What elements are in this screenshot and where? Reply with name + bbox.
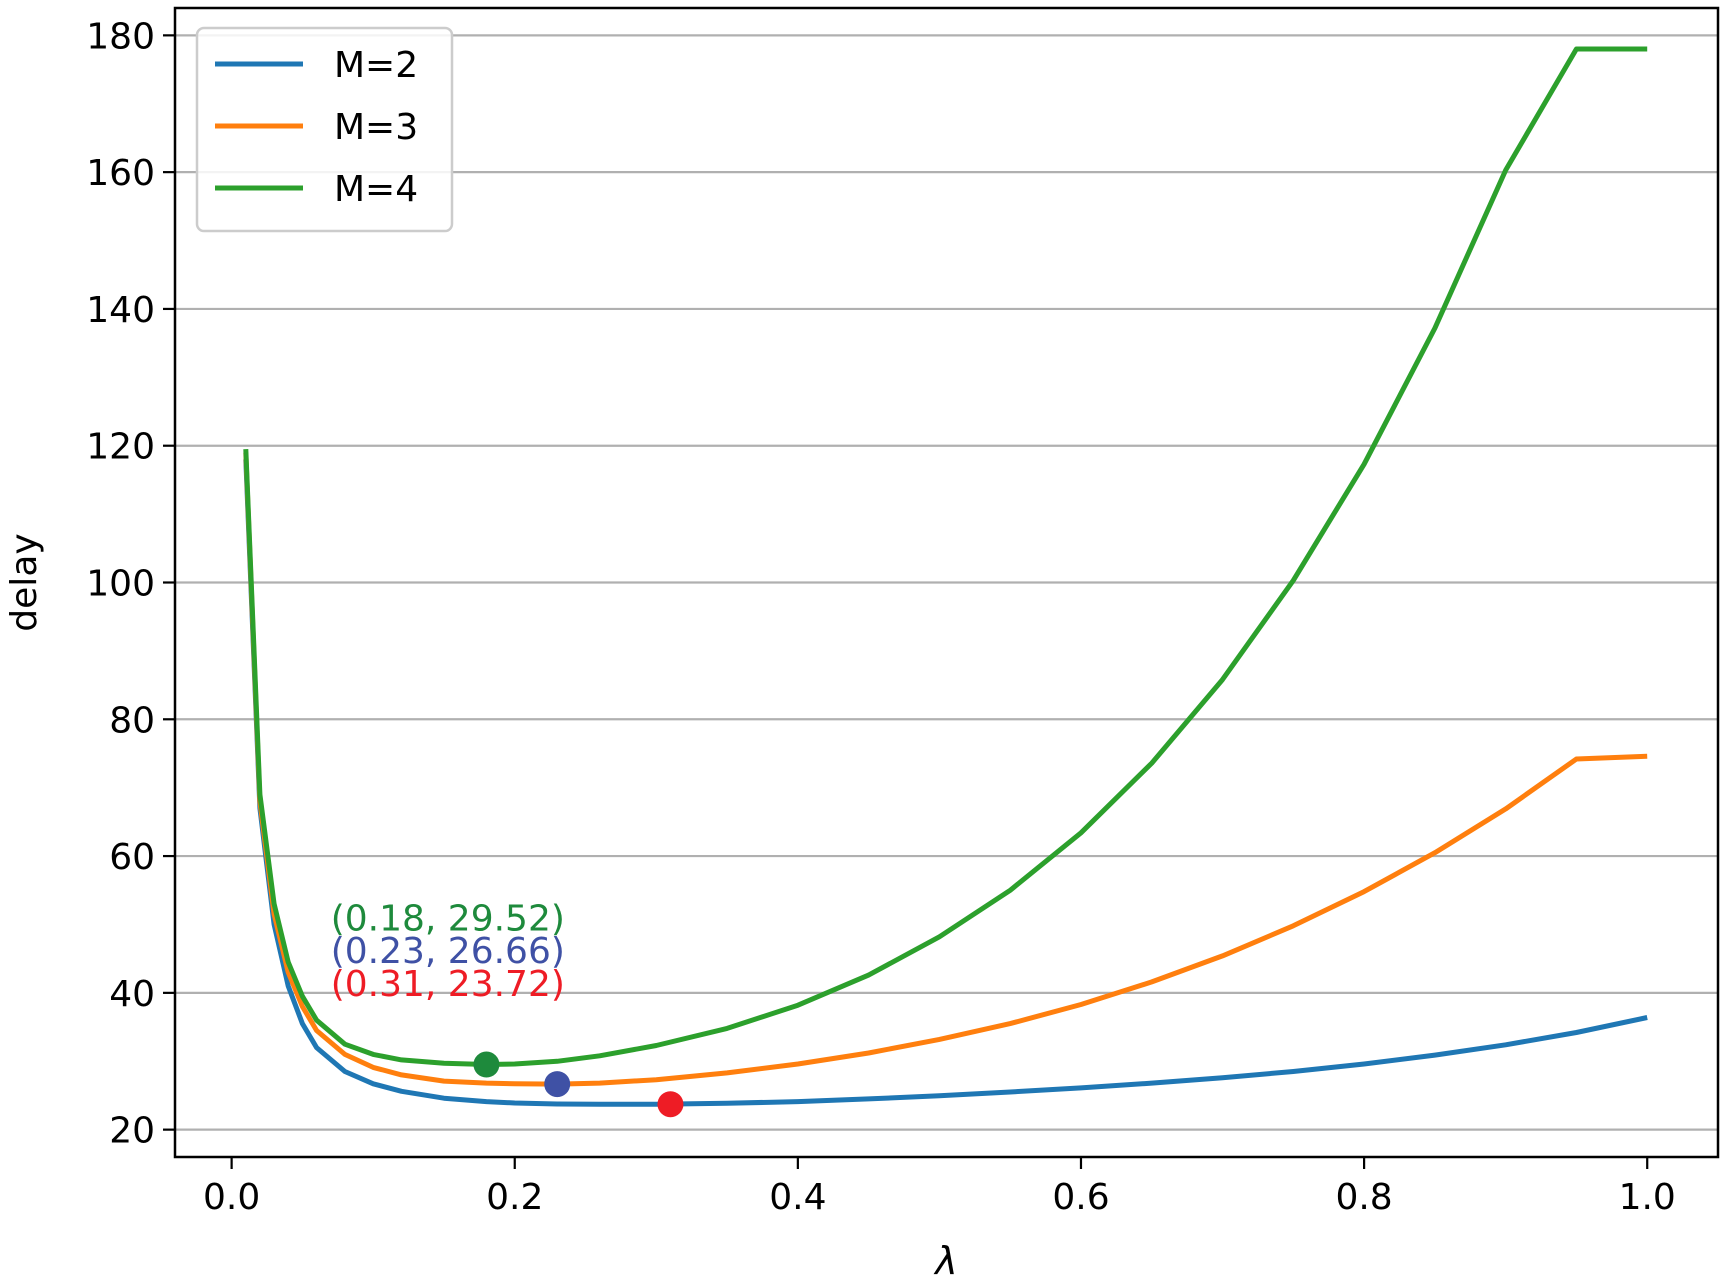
x-tick-label: 0.0: [203, 1177, 260, 1218]
y-tick-label: 40: [109, 974, 155, 1015]
y-tick-label: 180: [86, 16, 155, 57]
legend-label: M=4: [334, 169, 418, 210]
y-tick-label: 20: [109, 1111, 155, 1152]
minimum-marker: [544, 1071, 571, 1098]
x-tick-label: 1.0: [1619, 1177, 1676, 1218]
minimum-marker: [473, 1051, 500, 1078]
series-line-m-2: [243, 459, 1648, 1107]
y-axis-label: delay: [4, 533, 45, 631]
y-tick-label: 80: [109, 700, 155, 741]
y-tick-label: 120: [86, 427, 155, 468]
y-tick-label: 160: [86, 153, 155, 194]
legend: M=2 M=3 M=4: [195, 26, 454, 233]
minimum-annotation: (0.18, 29.52): [331, 898, 565, 939]
series-line-m-3: [243, 452, 1648, 1087]
minimum-markers: [473, 1051, 684, 1118]
y-tick-label: 60: [109, 837, 155, 878]
legend-label: M=3: [334, 107, 418, 148]
legend-label: M=2: [334, 45, 418, 86]
series-line-m-4: [243, 46, 1648, 1067]
series-lines: [243, 46, 1648, 1107]
minimum-annotation: (0.31, 23.72): [331, 964, 565, 1005]
x-tick-label: 0.6: [1052, 1177, 1109, 1218]
axes: 0.0 0.2 0.4 0.6 0.8 1.0 20 40 60 80 100 120 140 160 18…: [86, 16, 1676, 1218]
y-tick-label: 140: [86, 290, 155, 331]
x-tick-label: 0.8: [1335, 1177, 1392, 1218]
x-tick-label: 0.4: [769, 1177, 826, 1218]
legend-box: [195, 26, 454, 233]
minimum-marker: [657, 1091, 684, 1118]
x-tick-label: 0.2: [486, 1177, 543, 1218]
minimum-annotation: (0.23, 26.66): [331, 931, 565, 972]
y-tick-label: 100: [86, 564, 155, 605]
x-axis-label: λ: [933, 1239, 958, 1283]
grid-lines: [175, 34, 1718, 1131]
annotations: (0.18, 29.52)(0.23, 26.66)(0.31, 23.72): [331, 898, 565, 1005]
